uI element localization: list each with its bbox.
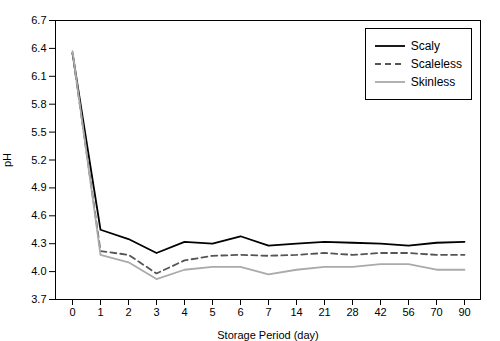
svg-text:5.2: 5.2 xyxy=(31,154,46,166)
svg-text:6.1: 6.1 xyxy=(31,70,46,82)
svg-text:21: 21 xyxy=(318,306,330,318)
svg-text:Storage Period (day): Storage Period (day) xyxy=(217,329,319,341)
svg-text:6.4: 6.4 xyxy=(31,42,46,54)
svg-text:5.8: 5.8 xyxy=(31,98,46,110)
svg-text:5: 5 xyxy=(209,306,215,318)
svg-text:4.3: 4.3 xyxy=(31,237,46,249)
svg-text:1: 1 xyxy=(97,306,103,318)
svg-text:56: 56 xyxy=(402,306,414,318)
svg-text:2: 2 xyxy=(125,306,131,318)
svg-text:5.5: 5.5 xyxy=(31,126,46,138)
svg-text:0: 0 xyxy=(69,306,75,318)
svg-text:7: 7 xyxy=(265,306,271,318)
svg-text:3: 3 xyxy=(153,306,159,318)
svg-text:4.6: 4.6 xyxy=(31,209,46,221)
svg-text:70: 70 xyxy=(430,306,442,318)
svg-text:4.9: 4.9 xyxy=(31,181,46,193)
svg-text:pH: pH xyxy=(1,153,13,167)
html-text:Skinless: Skinless xyxy=(410,75,456,89)
svg-text:42: 42 xyxy=(374,306,386,318)
svg-text:3.7: 3.7 xyxy=(31,293,46,305)
svg-text:4.0: 4.0 xyxy=(31,265,46,277)
html-text:Scaly: Scaly xyxy=(410,39,440,53)
svg-text:6: 6 xyxy=(237,306,243,318)
svg-text:14: 14 xyxy=(290,306,302,318)
svg-text:28: 28 xyxy=(346,306,358,318)
html-text:Scaleless: Scaleless xyxy=(410,57,462,71)
svg-text:6.7: 6.7 xyxy=(31,14,46,26)
svg-text:90: 90 xyxy=(458,306,470,318)
svg-text:4: 4 xyxy=(181,306,187,318)
